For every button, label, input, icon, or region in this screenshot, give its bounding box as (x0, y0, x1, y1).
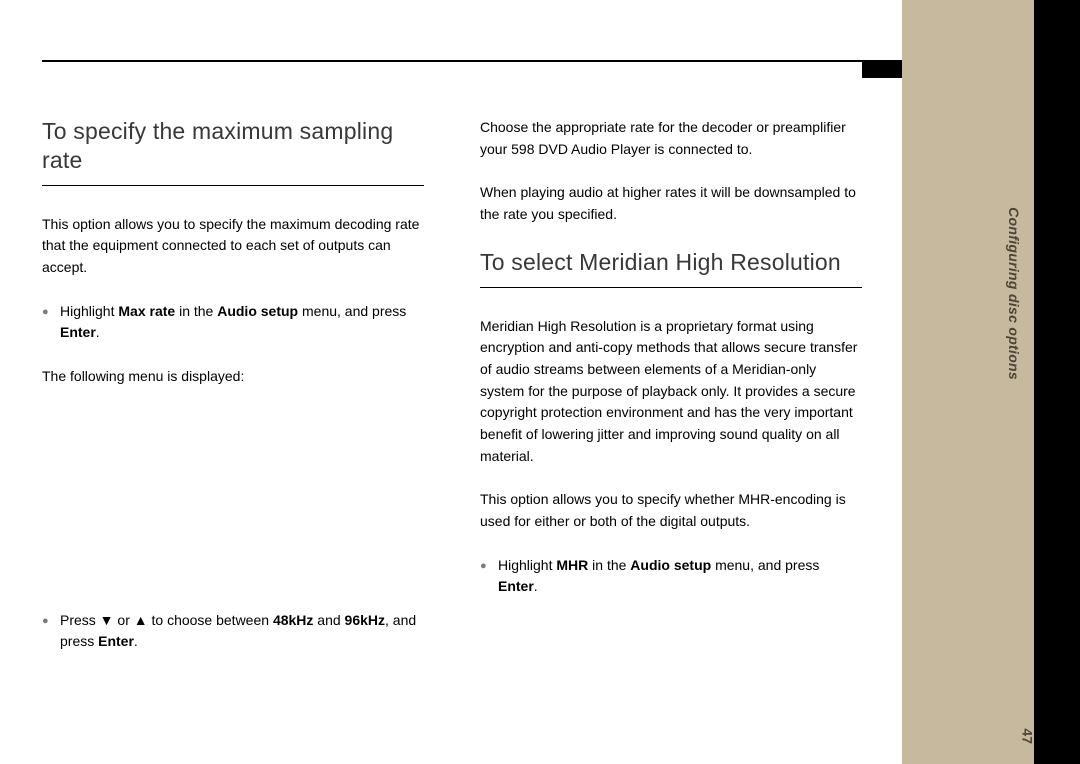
menu-placeholder (42, 410, 424, 610)
manual-page: Configuring disc options 47 To specify t… (0, 0, 1080, 764)
bullet-text: Highlight Max rate in the Audio setup me… (60, 301, 424, 344)
bullet-icon: ● (42, 610, 60, 653)
section-label: Configuring disc options (1006, 207, 1022, 380)
header-tab (862, 60, 902, 78)
bullet-text: Highlight MHR in the Audio setup menu, a… (498, 555, 862, 598)
page-number: 47 (1020, 728, 1036, 744)
heading-mhr: To select Meridian High Resolution (480, 248, 862, 277)
body-text: This option allows you to specify the ma… (42, 214, 424, 279)
top-rule (42, 60, 862, 62)
body-text: This option allows you to specify whethe… (480, 489, 862, 532)
body-text: Choose the appropriate rate for the deco… (480, 117, 862, 160)
bullet-item: ● Highlight Max rate in the Audio setup … (42, 301, 424, 344)
bullet-icon: ● (42, 301, 60, 344)
side-tan-bar (902, 0, 1034, 764)
right-column: Choose the appropriate rate for the deco… (480, 117, 862, 675)
bullet-item: ● Press ▼ or ▲ to choose between 48kHz a… (42, 610, 424, 653)
heading-rule (42, 185, 424, 186)
body-text: Meridian High Resolution is a proprietar… (480, 316, 862, 468)
heading-rule (480, 287, 862, 288)
content-columns: To specify the maximum sampling rate Thi… (42, 117, 862, 675)
bullet-item: ● Highlight MHR in the Audio setup menu,… (480, 555, 862, 598)
left-column: To specify the maximum sampling rate Thi… (42, 117, 424, 675)
side-black-bar (1034, 0, 1080, 764)
bullet-text: Press ▼ or ▲ to choose between 48kHz and… (60, 610, 424, 653)
body-text: When playing audio at higher rates it wi… (480, 182, 862, 225)
bullet-icon: ● (480, 555, 498, 598)
heading-max-sampling: To specify the maximum sampling rate (42, 117, 424, 175)
body-text: The following menu is displayed: (42, 366, 424, 388)
